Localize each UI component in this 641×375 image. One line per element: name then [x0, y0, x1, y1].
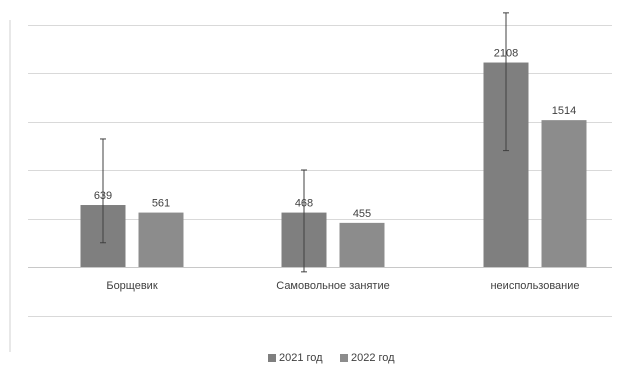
category-label: Борщевик: [106, 280, 157, 292]
legend-label: 2021 год: [279, 352, 323, 364]
legend-swatch: [340, 354, 348, 362]
data-label: 561: [152, 198, 170, 210]
bar-2-3: [541, 120, 587, 267]
bar-2-1: [138, 212, 184, 267]
category-label: неиспользование: [490, 280, 579, 292]
legend-swatch: [268, 354, 276, 362]
data-label: 455: [353, 208, 371, 220]
legend-label: 2022 год: [351, 352, 395, 364]
data-label: 1514: [552, 105, 576, 117]
bar-2-2: [339, 222, 385, 267]
category-label: Самовольное занятие: [276, 280, 389, 292]
